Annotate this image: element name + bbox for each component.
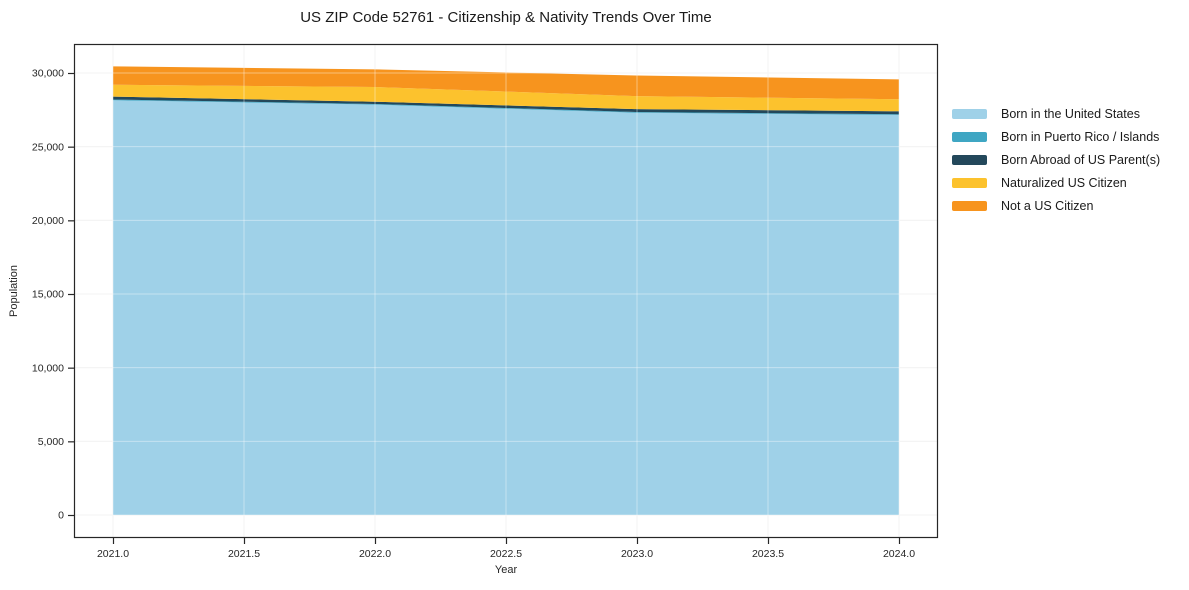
x-tick-label: 2022.5 xyxy=(490,548,522,560)
y-axis-label: Population xyxy=(8,265,20,317)
legend-item-2: Born Abroad of US Parent(s) xyxy=(952,148,1160,171)
area-series-3 xyxy=(113,84,899,112)
x-tick-label: 2024.0 xyxy=(883,548,915,560)
x-tick-label: 2021.5 xyxy=(228,548,260,560)
y-tick-label: 0 xyxy=(58,510,64,522)
legend-label: Not a US Citizen xyxy=(1001,198,1094,213)
legend: Born in the United States Born in Puerto … xyxy=(952,102,1160,217)
legend-swatch-icon xyxy=(952,108,987,119)
area-series-1 xyxy=(113,99,899,115)
legend-label: Born in the United States xyxy=(1001,106,1140,121)
legend-item-3: Naturalized US Citizen xyxy=(952,171,1160,194)
x-axis-label: Year xyxy=(494,564,518,576)
y-tick-label: 30,000 xyxy=(32,68,64,80)
y-tick-label: 5,000 xyxy=(38,436,64,448)
legend-swatch-icon xyxy=(952,154,987,165)
plot-border xyxy=(73,43,939,539)
area-series-2 xyxy=(113,96,899,115)
y-tick-label: 10,000 xyxy=(32,362,64,374)
legend-swatch-icon xyxy=(952,177,987,188)
y-tick-label: 15,000 xyxy=(32,289,64,301)
legend-item-1: Born in Puerto Rico / Islands xyxy=(952,125,1160,148)
legend-item-4: Not a US Citizen xyxy=(952,194,1160,217)
legend-label: Born Abroad of US Parent(s) xyxy=(1001,152,1161,167)
x-tick-label: 2021.0 xyxy=(97,548,129,560)
x-tick-label: 2023.0 xyxy=(621,548,653,560)
legend-swatch-icon xyxy=(952,131,987,142)
legend-swatch-icon xyxy=(952,200,987,211)
y-tick-label: 20,000 xyxy=(32,215,64,227)
y-tick-label: 25,000 xyxy=(32,141,64,153)
area-series-4 xyxy=(113,66,899,100)
x-tick-label: 2023.5 xyxy=(752,548,784,560)
legend-label: Born in Puerto Rico / Islands xyxy=(1001,129,1160,144)
chart-title: US ZIP Code 52761 - Citizenship & Nativi… xyxy=(300,9,712,26)
legend-label: Naturalized US Citizen xyxy=(1001,175,1127,190)
legend-item-0: Born in the United States xyxy=(952,102,1160,125)
x-tick-label: 2022.0 xyxy=(359,548,391,560)
area-series-0 xyxy=(113,100,899,516)
